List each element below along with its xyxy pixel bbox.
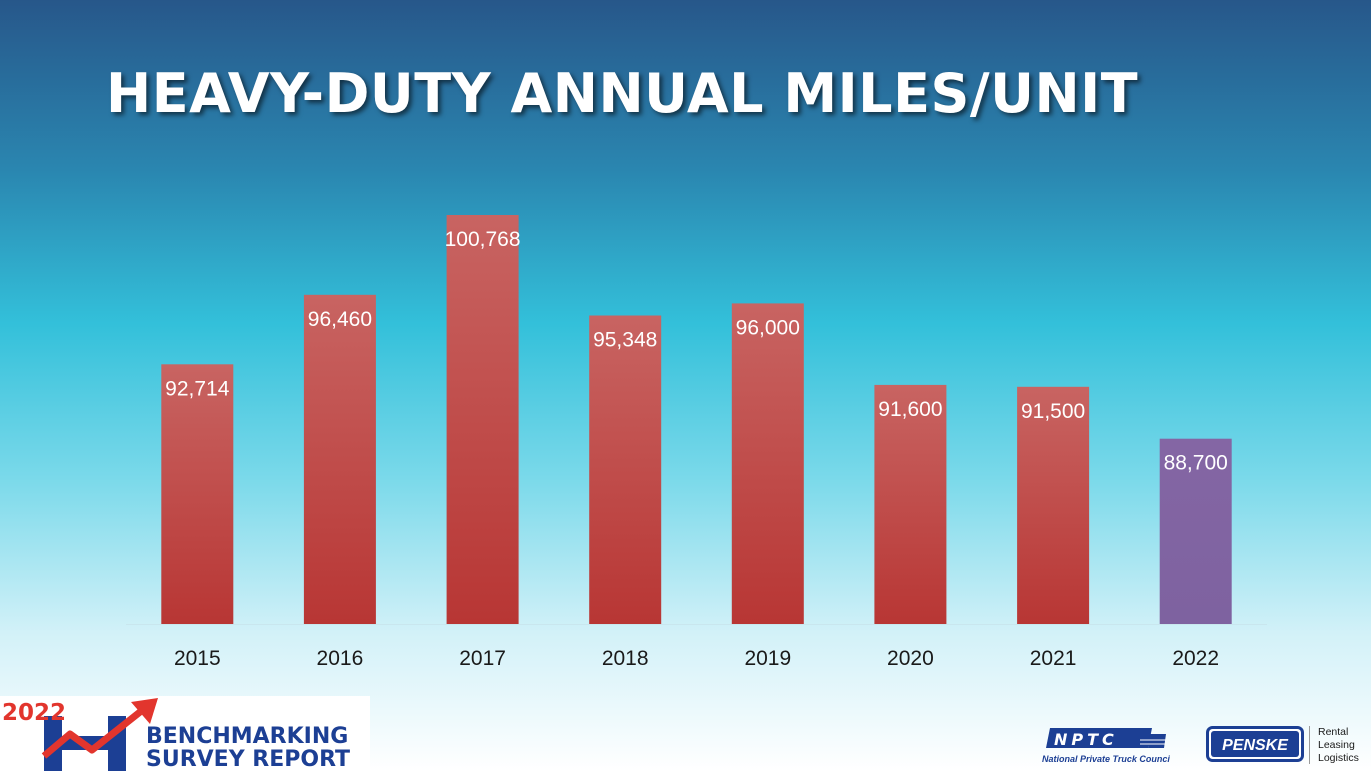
penske-tagline: Rental Leasing Logistics <box>1318 726 1359 765</box>
nptc-logo: NPTC National Private Truck Council <box>1042 728 1170 764</box>
penske-tagline-logistics: Logistics <box>1318 752 1359 764</box>
nptc-abbr: NPTC <box>1054 730 1118 749</box>
bar-group <box>161 215 1232 624</box>
logo-line2: SURVEY REPORT <box>146 747 350 771</box>
bar-2017 <box>446 215 519 624</box>
logo-year: 2022 <box>2 700 66 726</box>
x-tick-2020: 2020 <box>887 647 934 670</box>
nptc-truck-shape <box>1046 728 1152 748</box>
data-label-group: 92,714 96,460 100,768 95,348 96,000 91,600 91,… <box>165 228 1228 475</box>
x-tick-2021: 2021 <box>1030 647 1077 670</box>
x-tick-2015: 2015 <box>174 647 221 670</box>
data-label-2022: 88,700 <box>1164 452 1228 475</box>
x-tick-2016: 2016 <box>317 647 364 670</box>
x-tick-2017: 2017 <box>459 647 506 670</box>
x-tick-group: 2015 2016 2017 2018 2019 2020 2021 2022 <box>174 647 1219 670</box>
data-label-2021: 91,500 <box>1021 400 1085 423</box>
benchmarking-survey-logo: 2022 BENCHMARKING SURVEY REPORT <box>0 696 370 771</box>
data-label-2018: 95,348 <box>593 329 657 352</box>
bar-2021 <box>1017 386 1090 624</box>
rising-arrow-chart-icon <box>41 698 158 771</box>
page-title: HEAVY-DUTY ANNUAL MILES/UNIT <box>106 62 1139 125</box>
x-tick-2019: 2019 <box>744 647 791 670</box>
penske-tagline-leasing: Leasing <box>1318 739 1355 751</box>
bar-2015 <box>161 364 234 624</box>
data-label-2016: 96,460 <box>308 308 372 331</box>
bar-2016 <box>303 294 376 624</box>
data-label-2017: 100,768 <box>445 228 521 251</box>
bar-2018 <box>589 315 662 624</box>
x-tick-2022: 2022 <box>1172 647 1219 670</box>
penske-tagline-rental: Rental <box>1318 726 1349 738</box>
penske-divider <box>1309 726 1310 764</box>
bar-chart: 92,714 96,460 100,768 95,348 96,000 91,600 91,… <box>126 215 1267 670</box>
bar-2022 <box>1159 438 1232 624</box>
nptc-full-name: National Private Truck Council <box>1042 754 1170 764</box>
penske-name: PENSKE <box>1222 737 1289 754</box>
logo-line1: BENCHMARKING <box>146 724 348 749</box>
bar-2019 <box>731 303 804 624</box>
data-label-2015: 92,714 <box>165 377 230 400</box>
data-label-2019: 96,000 <box>736 316 800 339</box>
data-label-2020: 91,600 <box>878 398 942 421</box>
penske-logo: PENSKE <box>1206 726 1304 762</box>
x-tick-2018: 2018 <box>602 647 649 670</box>
bar-2020 <box>874 384 947 624</box>
